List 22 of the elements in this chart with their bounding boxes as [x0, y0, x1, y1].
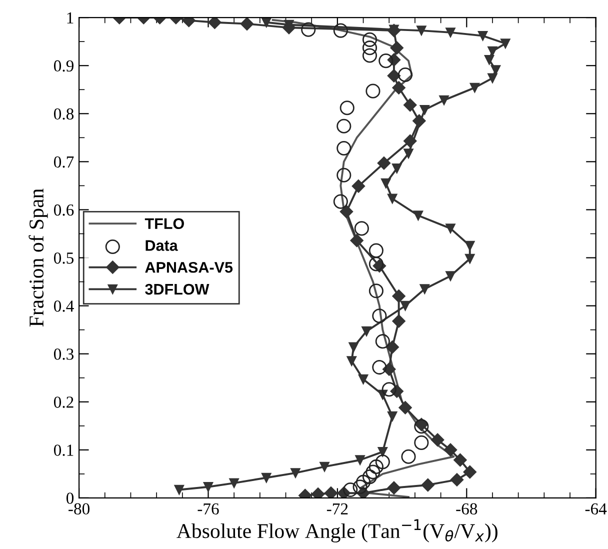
- y-tick-label: 0.1: [54, 444, 74, 456]
- x-tick-label: -80: [68, 503, 90, 515]
- x-tick-label: -68: [456, 503, 478, 515]
- y-tick-label: 0.7: [54, 156, 74, 168]
- legend-label: APNASA-V5: [145, 262, 233, 273]
- y-tick-label: 0.4: [54, 300, 74, 312]
- y-tick-label: 0.5: [54, 252, 74, 264]
- legend-label: Data: [146, 240, 178, 251]
- y-axis-title: Fraction of Span: [28, 188, 48, 327]
- y-tick-label: 0.3: [54, 348, 74, 360]
- x-axis-title: Absolute Flow Angle (Tan$^{−1}$(V$_{θ}$/V$_{x}$)): [176, 519, 498, 542]
- legend-label: TFLO: [144, 218, 184, 230]
- x-tick-label: -76: [198, 503, 219, 515]
- y-tick-label: 0.2: [54, 396, 74, 408]
- y-tick-label: 0.8: [54, 108, 74, 120]
- x-tick-label: -64: [585, 503, 607, 515]
- y-tick-label: 1: [67, 12, 74, 24]
- y-tick-label: 0.9: [54, 60, 74, 72]
- legend-label: 3DFLOW: [145, 284, 210, 295]
- y-tick-label: 0.6: [54, 204, 74, 216]
- x-tick-label: -72: [326, 503, 348, 514]
- y-tick-label: 0: [66, 492, 74, 504]
